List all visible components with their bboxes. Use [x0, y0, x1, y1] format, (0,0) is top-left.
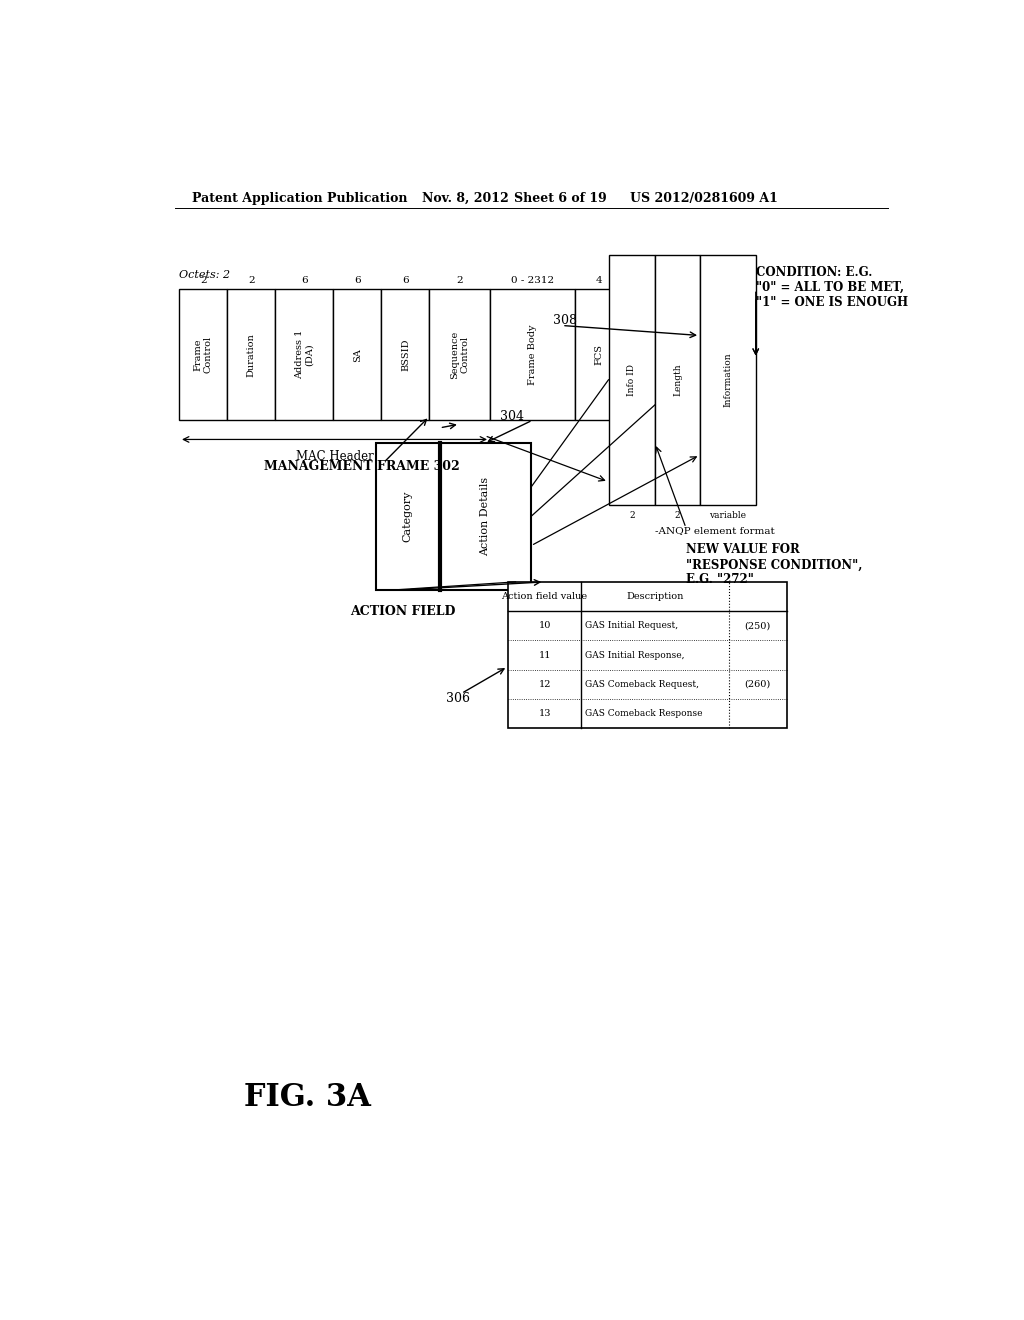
Text: FIG. 3A: FIG. 3A [245, 1082, 371, 1113]
Text: Sheet 6 of 19: Sheet 6 of 19 [514, 191, 606, 205]
Bar [376, 444, 439, 590]
Text: 6: 6 [402, 276, 409, 285]
Text: 4: 4 [596, 276, 602, 285]
Text: Duration: Duration [247, 333, 256, 376]
Bar [334, 289, 381, 420]
Text: NEW VALUE FOR
"RESPONSE CONDITION",
E.G. "272": NEW VALUE FOR "RESPONSE CONDITION", E.G.… [686, 544, 862, 586]
Text: 304: 304 [500, 409, 524, 422]
Text: 2: 2 [629, 511, 635, 520]
Text: CONDITION: E.G.
"0" = ALL TO BE MET,
"1" = ONE IS ENOUGH: CONDITION: E.G. "0" = ALL TO BE MET, "1"… [756, 267, 908, 309]
Text: Nov. 8, 2012: Nov. 8, 2012 [423, 191, 509, 205]
Text: (260): (260) [744, 680, 771, 689]
Text: 6: 6 [301, 276, 307, 285]
Text: MAC Header: MAC Header [296, 450, 374, 463]
Text: Category: Category [402, 491, 413, 543]
Text: 2: 2 [457, 276, 463, 285]
Text: 306: 306 [445, 693, 470, 705]
Text: 0 - 2312: 0 - 2312 [511, 276, 554, 285]
Text: -ANQP element format: -ANQP element format [655, 527, 775, 536]
Text: Frame Body: Frame Body [528, 325, 537, 385]
Text: ACTION FIELD: ACTION FIELD [350, 605, 456, 618]
Text: Information: Information [723, 352, 732, 407]
Text: 2: 2 [248, 276, 255, 285]
Bar [575, 289, 624, 420]
Text: Address 1
(DA): Address 1 (DA) [295, 330, 314, 379]
Text: 308: 308 [553, 314, 577, 326]
Text: GAS Initial Response,: GAS Initial Response, [586, 651, 685, 660]
Text: SA: SA [353, 348, 361, 362]
Bar [489, 289, 575, 420]
Text: GAS Comeback Request,: GAS Comeback Request, [586, 680, 699, 689]
Text: (250): (250) [744, 622, 771, 630]
Bar [508, 582, 786, 729]
Bar [227, 289, 275, 420]
Bar [179, 289, 227, 420]
Text: US 2012/0281609 A1: US 2012/0281609 A1 [630, 191, 778, 205]
Text: 12: 12 [539, 680, 551, 689]
Text: Length: Length [673, 363, 682, 396]
Bar [439, 444, 531, 590]
Text: 11: 11 [539, 651, 551, 660]
Text: 10: 10 [539, 622, 551, 630]
Text: Action Details: Action Details [480, 477, 490, 556]
Text: 2: 2 [200, 276, 207, 285]
Bar [275, 289, 334, 420]
Text: GAS Comeback Response: GAS Comeback Response [586, 709, 702, 718]
Text: 6: 6 [354, 276, 360, 285]
Text: 2: 2 [675, 511, 680, 520]
Text: GAS Initial Request,: GAS Initial Request, [586, 622, 678, 630]
Bar [429, 289, 489, 420]
Bar [700, 255, 756, 506]
Text: MANAGEMENT FRAME 302: MANAGEMENT FRAME 302 [263, 459, 460, 473]
Text: Action field value: Action field value [502, 593, 588, 601]
Text: variable: variable [710, 511, 746, 520]
Bar [381, 289, 429, 420]
Text: Patent Application Publication: Patent Application Publication [191, 191, 408, 205]
Text: BSSID: BSSID [401, 338, 410, 371]
Text: Description: Description [627, 593, 684, 601]
Text: Frame
Control: Frame Control [194, 337, 213, 374]
Bar [608, 255, 655, 506]
Text: Info ID: Info ID [628, 364, 636, 396]
Text: Octets: 2: Octets: 2 [179, 271, 230, 280]
Text: Sequence
Control: Sequence Control [450, 330, 469, 379]
Text: FCS: FCS [595, 345, 604, 366]
Text: 13: 13 [539, 709, 551, 718]
Bar [655, 255, 700, 506]
